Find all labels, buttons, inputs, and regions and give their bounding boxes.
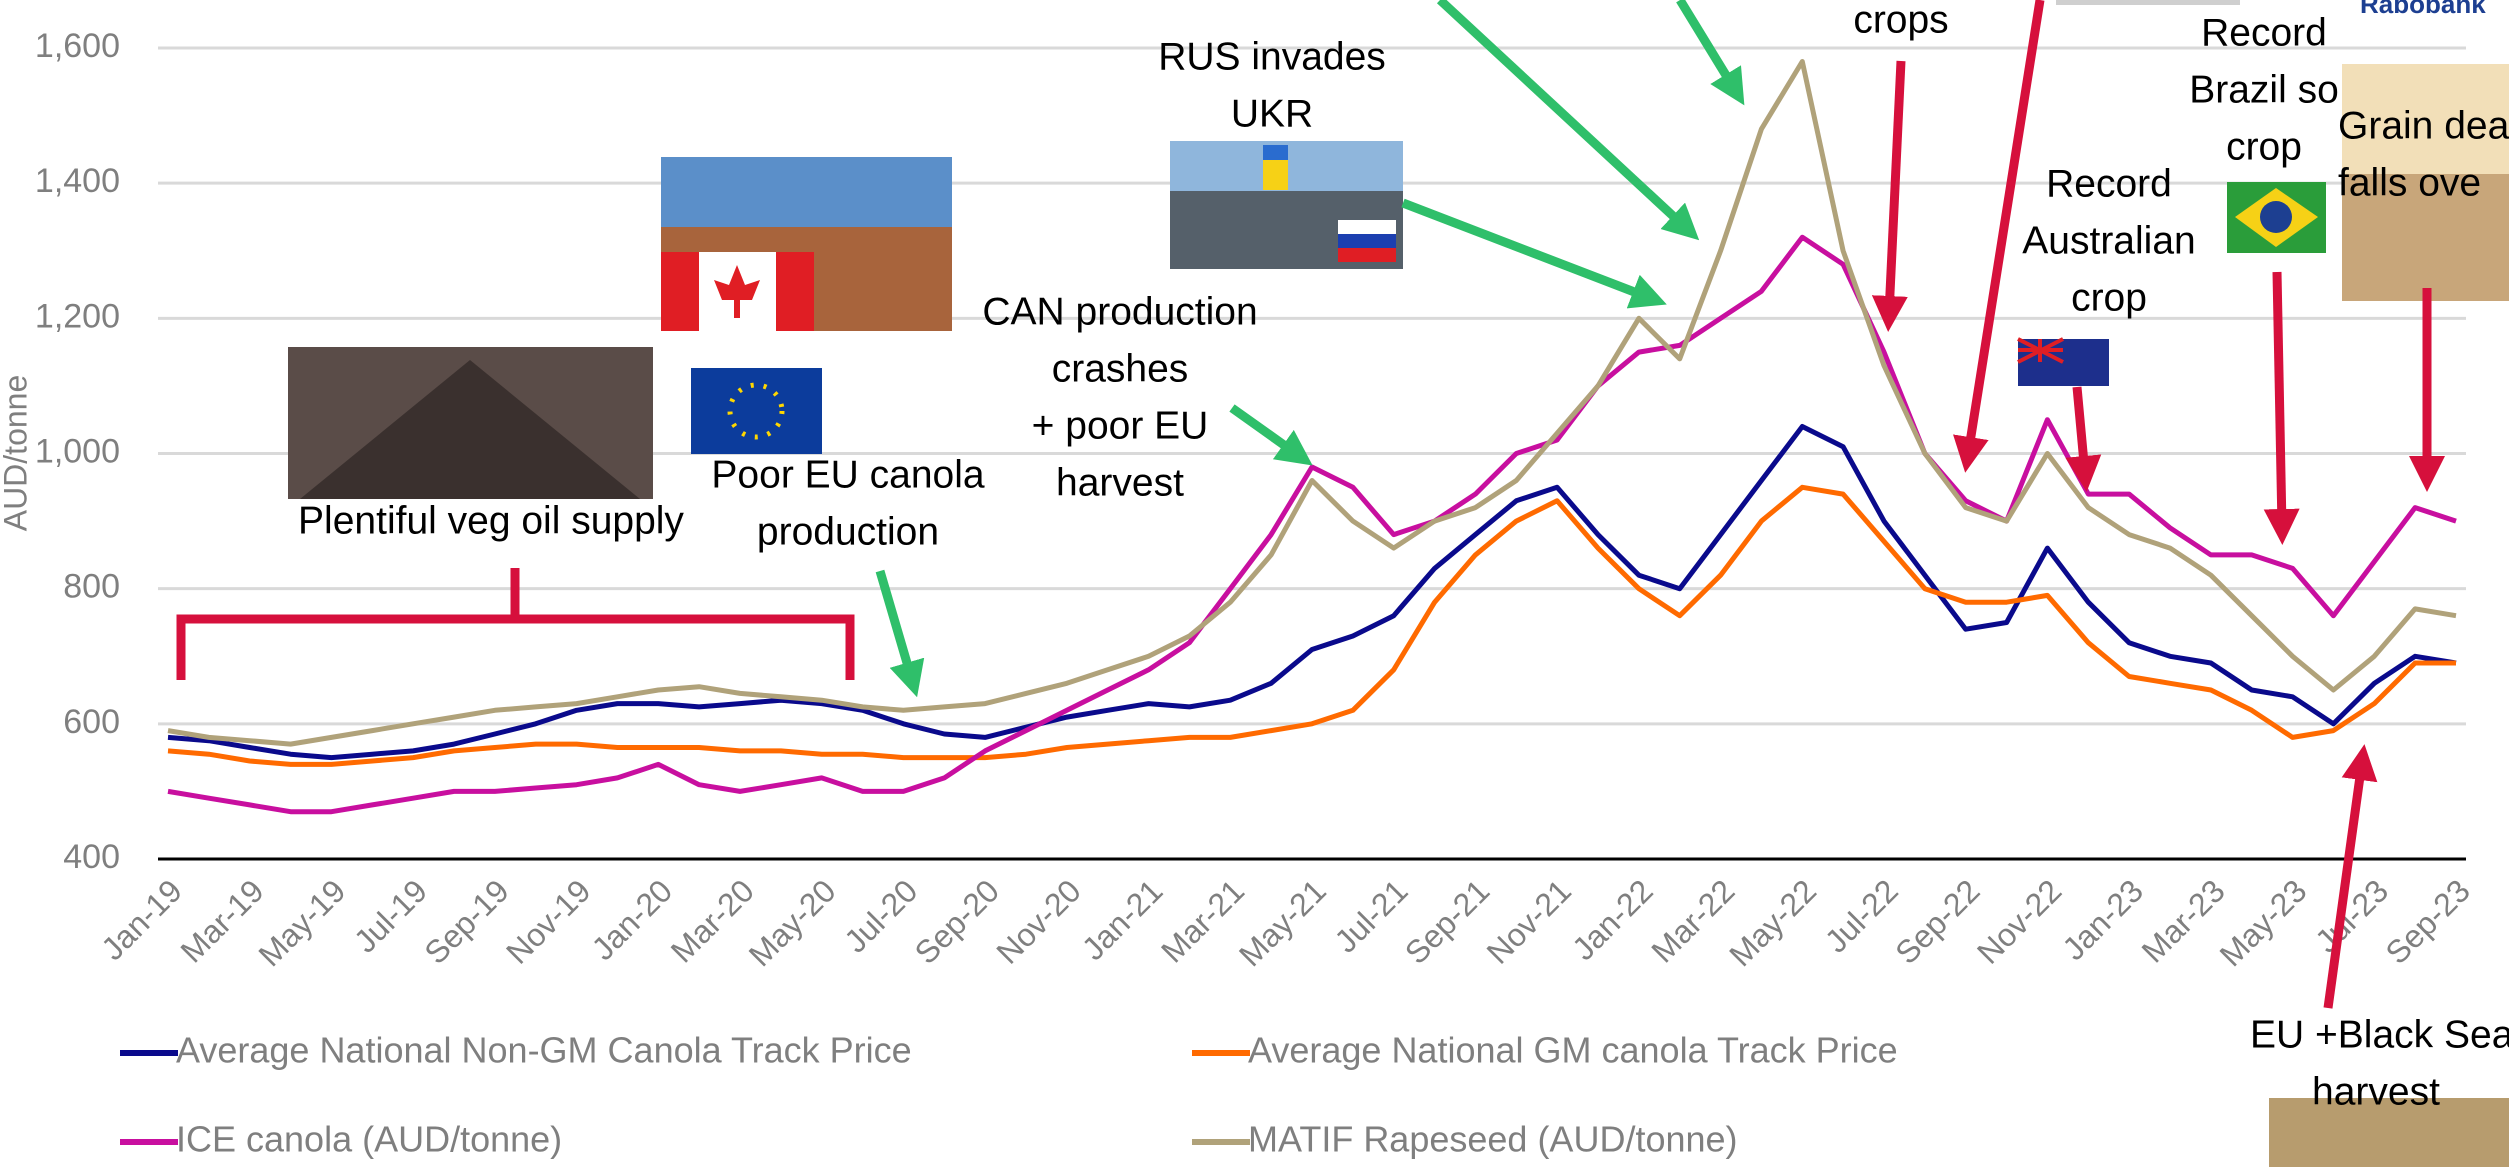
x-tick-label: Sep-21 bbox=[1398, 872, 1496, 970]
annotation: crops bbox=[1853, 0, 1948, 41]
eu-flag bbox=[691, 368, 822, 454]
russia-flag bbox=[1338, 234, 1396, 248]
annotation: Australian bbox=[2022, 219, 2195, 262]
y-tick-label: 600 bbox=[63, 703, 120, 741]
annotation: EU +Black Sea bbox=[2250, 1013, 2509, 1056]
x-tick-label: Jan-20 bbox=[585, 872, 680, 967]
y-tick-label: 800 bbox=[63, 568, 120, 606]
arrow bbox=[1403, 203, 1650, 298]
annotation: Plentiful veg oil supply bbox=[298, 499, 684, 542]
annotation: Record bbox=[2201, 11, 2327, 54]
x-tick-label: May-22 bbox=[1722, 872, 1823, 973]
arrow bbox=[1440, 0, 1686, 228]
annotation: production bbox=[757, 510, 939, 553]
x-tick-label: Jan-23 bbox=[2055, 872, 2150, 967]
y-tick-label: 1,600 bbox=[35, 27, 120, 65]
x-tick-label: Sep-23 bbox=[2379, 872, 2477, 970]
annotation: crop bbox=[2226, 125, 2302, 168]
russia-flag bbox=[1338, 248, 1396, 262]
ukraine-flag bbox=[1263, 145, 1288, 160]
x-tick-label: Jan-22 bbox=[1565, 872, 1660, 967]
bracket bbox=[181, 568, 850, 680]
x-tick-label: Nov-19 bbox=[499, 872, 597, 970]
x-tick-label: May-20 bbox=[742, 872, 843, 973]
photo-edge bbox=[2056, 0, 2240, 5]
annotation: Grain dea bbox=[2338, 104, 2509, 147]
x-tick-label: Nov-22 bbox=[1970, 872, 2068, 970]
annotation: harvest bbox=[2312, 1070, 2440, 1113]
canada-flag-band bbox=[661, 252, 699, 331]
x-tick-label: Nov-20 bbox=[989, 872, 1087, 970]
x-tick-label: May-23 bbox=[2213, 872, 2314, 973]
y-tick-label: 1,400 bbox=[35, 162, 120, 200]
legend-label: MATIF Rapeseed (AUD/tonne) bbox=[1248, 1119, 1738, 1160]
y-tick-label: 400 bbox=[63, 838, 120, 876]
y-axis-label: AUD/tonne bbox=[0, 375, 33, 532]
x-tick-label: Mar-19 bbox=[174, 872, 271, 969]
y-tick-label: 1,000 bbox=[35, 432, 120, 470]
annotation: harvest bbox=[1056, 461, 1184, 504]
annotation: Poor EU canola bbox=[711, 453, 984, 496]
legend-label: Average National Non-GM Canola Track Pri… bbox=[176, 1030, 912, 1071]
russia-flag bbox=[1338, 220, 1396, 234]
sky bbox=[661, 157, 952, 227]
union-jack bbox=[2018, 339, 2063, 362]
x-tick-label: Mar-21 bbox=[1154, 872, 1251, 969]
annotation: falls ove bbox=[2338, 161, 2481, 204]
legend-label: ICE canola (AUD/tonne) bbox=[176, 1119, 562, 1160]
annotation: Brazil so bbox=[2189, 68, 2339, 111]
x-tick-label: Sep-22 bbox=[1888, 872, 1986, 970]
annotation: CAN production bbox=[982, 290, 1257, 333]
chart: 400 600 800 1,000 1,200 1,400 1,600 Jan-19Mar-1… bbox=[0, 0, 2509, 1167]
annotation: UKR bbox=[1231, 92, 1313, 135]
x-tick-label: Mar-22 bbox=[1644, 872, 1741, 969]
canada-flag-band bbox=[776, 252, 814, 331]
x-tick-label: Mar-20 bbox=[664, 872, 761, 969]
x-tick-label: Nov-21 bbox=[1480, 872, 1578, 970]
logo: Rabobank bbox=[2360, 0, 2486, 19]
legend-label: Average National GM canola Track Price bbox=[1248, 1030, 1898, 1071]
arrow bbox=[1680, 0, 1735, 90]
annotation: crop bbox=[2071, 276, 2147, 319]
ukraine-flag bbox=[1263, 160, 1288, 190]
x-tick-label: Sep-20 bbox=[908, 872, 1006, 970]
annotation: RUS invades bbox=[1158, 35, 1386, 78]
annotation: Record bbox=[2046, 162, 2172, 205]
x-tick-label: Jan-19 bbox=[94, 872, 189, 967]
arrow bbox=[2277, 272, 2282, 527]
arrow bbox=[1889, 61, 1901, 314]
x-tick-label: Sep-19 bbox=[417, 872, 515, 970]
x-tick-label: Mar-23 bbox=[2135, 872, 2232, 969]
x-tick-label: May-21 bbox=[1232, 872, 1333, 973]
legend: Average National Non-GM Canola Track Pri… bbox=[120, 1030, 1898, 1160]
arrow bbox=[2077, 387, 2085, 474]
annotation: crashes bbox=[1052, 347, 1189, 390]
x-tick-label: May-19 bbox=[251, 872, 352, 973]
annotation: + poor EU bbox=[1032, 404, 1209, 447]
y-tick-label: 1,200 bbox=[35, 297, 120, 335]
x-tick-label: Jan-21 bbox=[1075, 872, 1170, 967]
brazil-globe bbox=[2260, 201, 2292, 233]
arrow bbox=[1232, 408, 1298, 455]
